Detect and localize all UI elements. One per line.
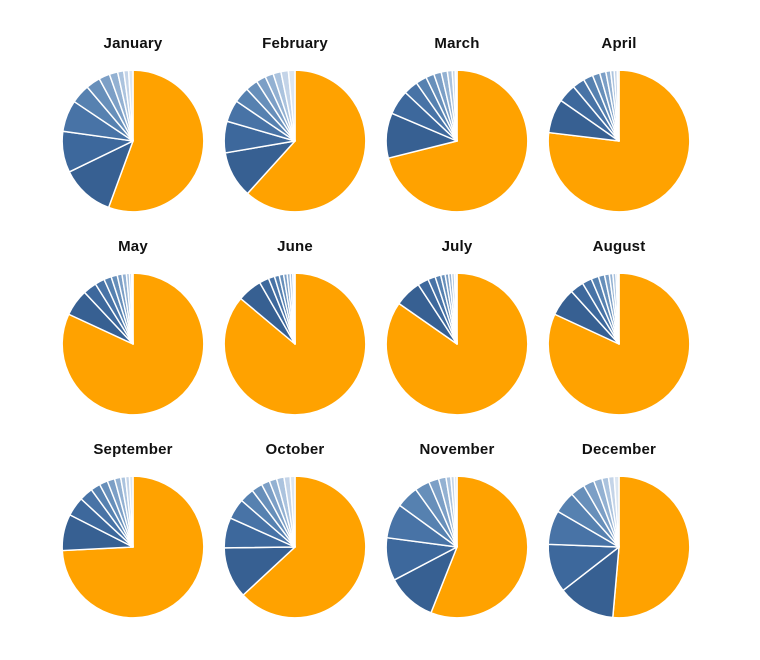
pie-slice-majority xyxy=(242,475,367,619)
pie-chart-may xyxy=(61,272,205,416)
month-chart-cell-october: October xyxy=(214,434,376,637)
month-chart-cell-may: May xyxy=(52,231,214,434)
month-chart-cell-april: April xyxy=(538,28,700,231)
month-title: December xyxy=(581,441,657,458)
pie-chart-december xyxy=(547,475,691,619)
pie-chart-march xyxy=(385,69,529,213)
month-title: February xyxy=(262,35,328,52)
pie-chart-june xyxy=(223,272,367,416)
pie-chart-february xyxy=(223,69,367,213)
month-chart-cell-november: November xyxy=(376,434,538,637)
pie-slice-blue-10 xyxy=(128,475,134,548)
pie-grid: January February March April May June July Augu… xyxy=(52,28,700,637)
pie-slice-majority xyxy=(107,69,205,213)
month-chart-cell-august: August xyxy=(538,231,700,434)
month-title: September xyxy=(93,441,173,458)
month-title: October xyxy=(265,441,325,458)
month-title: November xyxy=(419,441,495,458)
pie-chart-january xyxy=(61,69,205,213)
month-chart-cell-july: July xyxy=(376,231,538,434)
month-title: April xyxy=(601,35,637,52)
month-chart-cell-december: December xyxy=(538,434,700,637)
pie-slice-majority xyxy=(612,475,691,619)
pie-slice-blue-10 xyxy=(127,69,134,142)
pie-chart-april xyxy=(547,69,691,213)
month-title: June xyxy=(277,238,313,255)
pie-slice-majority xyxy=(430,475,529,619)
pie-slice-blue-10 xyxy=(287,69,296,142)
month-chart-cell-february: February xyxy=(214,28,376,231)
pie-slice-blue-10 xyxy=(613,475,620,548)
pie-slice-majority xyxy=(246,69,367,213)
pie-slice-majority xyxy=(387,69,529,213)
pie-chart-november xyxy=(385,475,529,619)
month-title: July xyxy=(441,238,473,255)
month-chart-cell-january: January xyxy=(52,28,214,231)
pie-slice-blue-10 xyxy=(130,272,134,345)
pie-slice-blue-10 xyxy=(454,69,458,142)
pie-chart-july xyxy=(385,272,529,416)
month-title: May xyxy=(118,238,148,255)
pie-slice-blue-1 xyxy=(562,546,620,619)
pie-chart-september xyxy=(61,475,205,619)
month-chart-cell-march: March xyxy=(376,28,538,231)
month-chart-cell-june: June xyxy=(214,231,376,434)
pie-slice-blue-10 xyxy=(289,475,296,548)
pie-chart-august xyxy=(547,272,691,416)
month-title: August xyxy=(592,238,646,255)
pie-slice-blue-10 xyxy=(455,272,458,345)
month-chart-cell-september: September xyxy=(52,434,214,637)
pie-slice-blue-10 xyxy=(616,69,620,142)
pie-slice-blue-10 xyxy=(616,272,620,345)
month-title: January xyxy=(103,35,163,52)
month-title: March xyxy=(434,35,480,52)
pie-slice-blue-10 xyxy=(453,475,458,548)
pie-chart-october xyxy=(223,475,367,619)
